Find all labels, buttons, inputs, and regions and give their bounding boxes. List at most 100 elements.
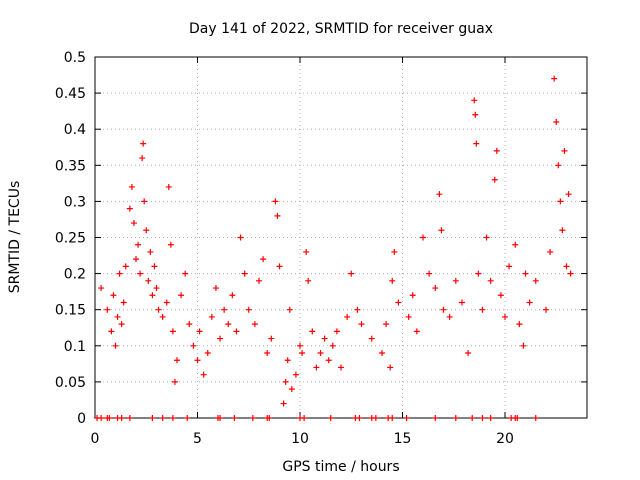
data-point xyxy=(288,386,295,393)
data-point xyxy=(465,350,472,357)
data-point xyxy=(98,415,105,421)
data-point xyxy=(268,335,275,342)
x-tick-label: 0 xyxy=(91,431,100,447)
data-point xyxy=(163,299,170,306)
data-point xyxy=(245,306,252,313)
data-point xyxy=(286,306,293,313)
plot-frame xyxy=(94,56,588,419)
data-point xyxy=(403,415,410,421)
data-point xyxy=(149,292,156,299)
y-tick-label: 0.35 xyxy=(55,158,86,174)
data-point xyxy=(358,321,365,328)
data-point xyxy=(491,176,498,183)
data-point xyxy=(309,328,316,335)
data-point xyxy=(395,299,402,306)
data-point xyxy=(221,306,228,313)
data-point xyxy=(159,415,166,421)
y-tick-label: 0.4 xyxy=(64,122,86,138)
data-point xyxy=(557,198,564,205)
data-point xyxy=(409,292,416,299)
y-tick-label: 0.05 xyxy=(55,375,86,391)
data-point xyxy=(354,306,361,313)
data-point xyxy=(297,342,303,349)
data-point xyxy=(149,415,156,421)
data-point xyxy=(139,155,146,162)
data-point xyxy=(333,328,340,335)
y-tick-label: 0.3 xyxy=(64,194,86,210)
data-point xyxy=(526,299,533,306)
y-tick-label: 0.2 xyxy=(64,267,86,283)
data-point xyxy=(151,263,158,270)
data-points xyxy=(94,75,574,421)
x-tick-label: 5 xyxy=(193,431,202,447)
data-point xyxy=(299,350,306,357)
data-point xyxy=(169,415,176,421)
data-point xyxy=(114,313,121,320)
data-point xyxy=(118,415,125,421)
data-point xyxy=(284,357,291,364)
y-tick-label: 0.5 xyxy=(64,50,86,66)
data-point xyxy=(458,299,465,306)
data-point xyxy=(217,415,224,421)
data-point xyxy=(241,270,248,277)
x-axis-label: GPS time / hours xyxy=(282,459,399,475)
data-point xyxy=(516,321,523,328)
y-tick-label: 0.1 xyxy=(64,339,86,355)
data-point xyxy=(432,415,439,421)
data-point xyxy=(559,227,566,234)
data-point xyxy=(233,328,240,335)
data-point xyxy=(108,328,115,335)
data-point xyxy=(313,364,320,371)
data-point xyxy=(104,306,111,313)
y-tick-label: 0.25 xyxy=(55,231,86,247)
data-point xyxy=(165,183,172,190)
data-point xyxy=(391,248,398,255)
data-point xyxy=(237,234,244,241)
x-tick-label: 10 xyxy=(291,431,309,447)
data-point xyxy=(98,285,105,292)
data-point xyxy=(506,263,513,270)
y-tick-label: 0.15 xyxy=(55,303,86,319)
data-point xyxy=(229,292,236,299)
data-point xyxy=(225,321,232,328)
data-point xyxy=(543,306,549,313)
data-point xyxy=(379,350,385,357)
data-point xyxy=(116,270,123,277)
data-point xyxy=(112,342,119,349)
data-point xyxy=(405,313,412,320)
data-point xyxy=(475,270,482,277)
data-point xyxy=(167,241,174,248)
data-point xyxy=(493,147,500,154)
x-tick-label: 15 xyxy=(394,431,412,447)
data-point xyxy=(153,285,160,292)
data-point xyxy=(426,270,433,277)
data-point xyxy=(292,371,299,378)
data-point xyxy=(348,270,355,277)
data-point xyxy=(217,335,224,342)
data-point xyxy=(472,111,479,118)
data-point xyxy=(120,299,127,306)
data-point xyxy=(155,306,162,313)
data-point xyxy=(118,321,125,328)
x-tick-label: 20 xyxy=(496,431,514,447)
data-point xyxy=(110,292,117,299)
data-point xyxy=(338,364,344,371)
data-point xyxy=(317,350,324,357)
data-point xyxy=(186,321,193,328)
data-point xyxy=(126,415,133,421)
data-point xyxy=(452,277,459,284)
data-point xyxy=(256,277,262,284)
data-point xyxy=(413,328,420,335)
data-point xyxy=(208,313,215,320)
data-point xyxy=(389,277,396,284)
data-point xyxy=(264,350,271,357)
data-point xyxy=(174,357,180,364)
data-point xyxy=(171,378,178,385)
data-point xyxy=(532,415,539,421)
data-point xyxy=(565,191,572,198)
data-point xyxy=(532,277,539,284)
data-point xyxy=(327,415,334,421)
data-point xyxy=(497,292,504,299)
data-point xyxy=(182,270,189,277)
